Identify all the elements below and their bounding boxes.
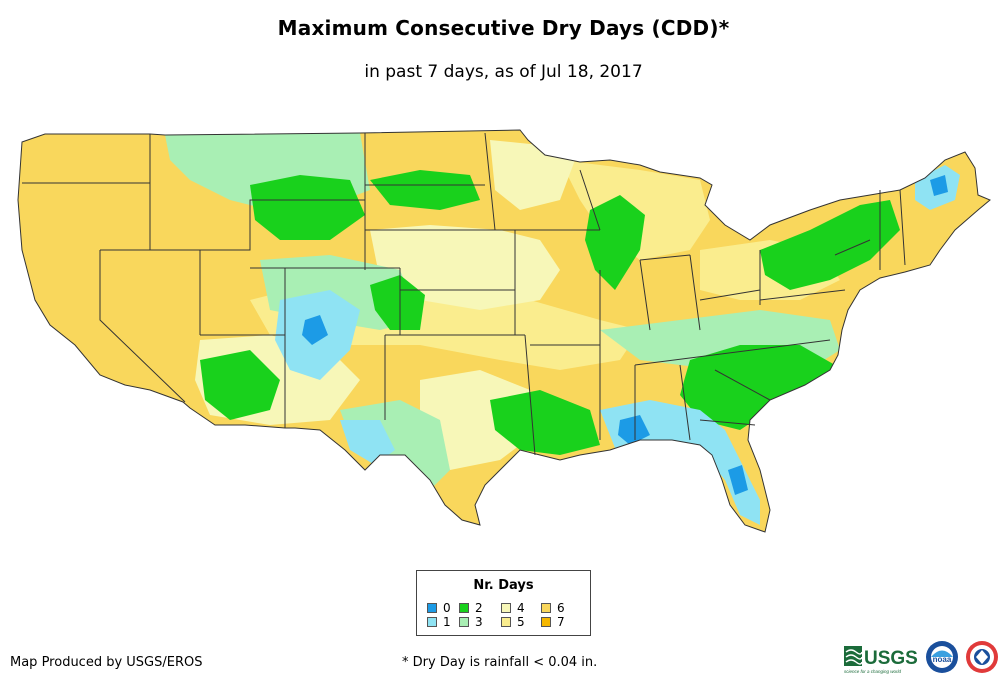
map-subtitle: in past 7 days, as of Jul 18, 2017 — [364, 62, 643, 82]
agency-logos: USGS science for a changing world noaa — [844, 641, 998, 674]
dry-day-definition: * Dry Day is rainfall < 0.04 in. — [402, 655, 598, 670]
legend-label-4: 4 — [517, 601, 525, 615]
area-4-days — [370, 225, 560, 310]
state-border — [22, 132, 906, 456]
area-2-days — [760, 200, 900, 290]
noaa-wordmark: noaa — [933, 655, 952, 664]
area-0-days — [728, 465, 748, 495]
legend-label-2: 2 — [475, 601, 483, 615]
area-2-days — [250, 175, 365, 240]
area-2-days — [490, 390, 600, 455]
area-2-days — [585, 195, 645, 290]
area-2-days — [200, 350, 280, 420]
area-0-days — [302, 315, 328, 345]
weather-service-logo — [966, 641, 998, 673]
legend-label-7: 7 — [557, 615, 565, 629]
area-2-days — [370, 170, 480, 210]
area-4-days — [420, 370, 540, 470]
legend-swatch-5 — [501, 617, 511, 627]
area-0-days — [930, 175, 948, 196]
legend-swatch-0 — [427, 603, 437, 613]
area-2-days — [680, 345, 835, 430]
legend-label-6: 6 — [557, 601, 565, 615]
legend-title: Nr. Days — [473, 578, 534, 593]
noaa-logo: noaa — [926, 641, 958, 673]
state-borders — [17, 129, 991, 533]
usgs-tagline: science for a changing world — [844, 669, 902, 674]
legend-swatch-3 — [459, 617, 469, 627]
area-0-days — [618, 415, 650, 445]
us-dry-days-map — [17, 129, 991, 533]
legend-swatch-1 — [427, 617, 437, 627]
legend-label-0: 0 — [443, 601, 451, 615]
legend-swatch-4 — [501, 603, 511, 613]
usgs-wordmark: USGS — [864, 648, 918, 669]
area-4-days — [490, 140, 575, 210]
area-1-day — [340, 420, 395, 465]
legend-swatch-2 — [459, 603, 469, 613]
legend-label-3: 3 — [475, 615, 483, 629]
legend-label-1: 1 — [443, 615, 451, 629]
usgs-logo: USGS science for a changing world — [844, 646, 918, 674]
area-2-days — [370, 275, 425, 330]
map-title: Maximum Consecutive Dry Days (CDD)* — [277, 16, 730, 40]
legend-swatch-6 — [541, 603, 551, 613]
credit-text: Map Produced by USGS/EROS — [10, 655, 203, 670]
dry-days-raster — [18, 130, 990, 532]
legend-label-5: 5 — [517, 615, 525, 629]
legend-swatch-7 — [541, 617, 551, 627]
